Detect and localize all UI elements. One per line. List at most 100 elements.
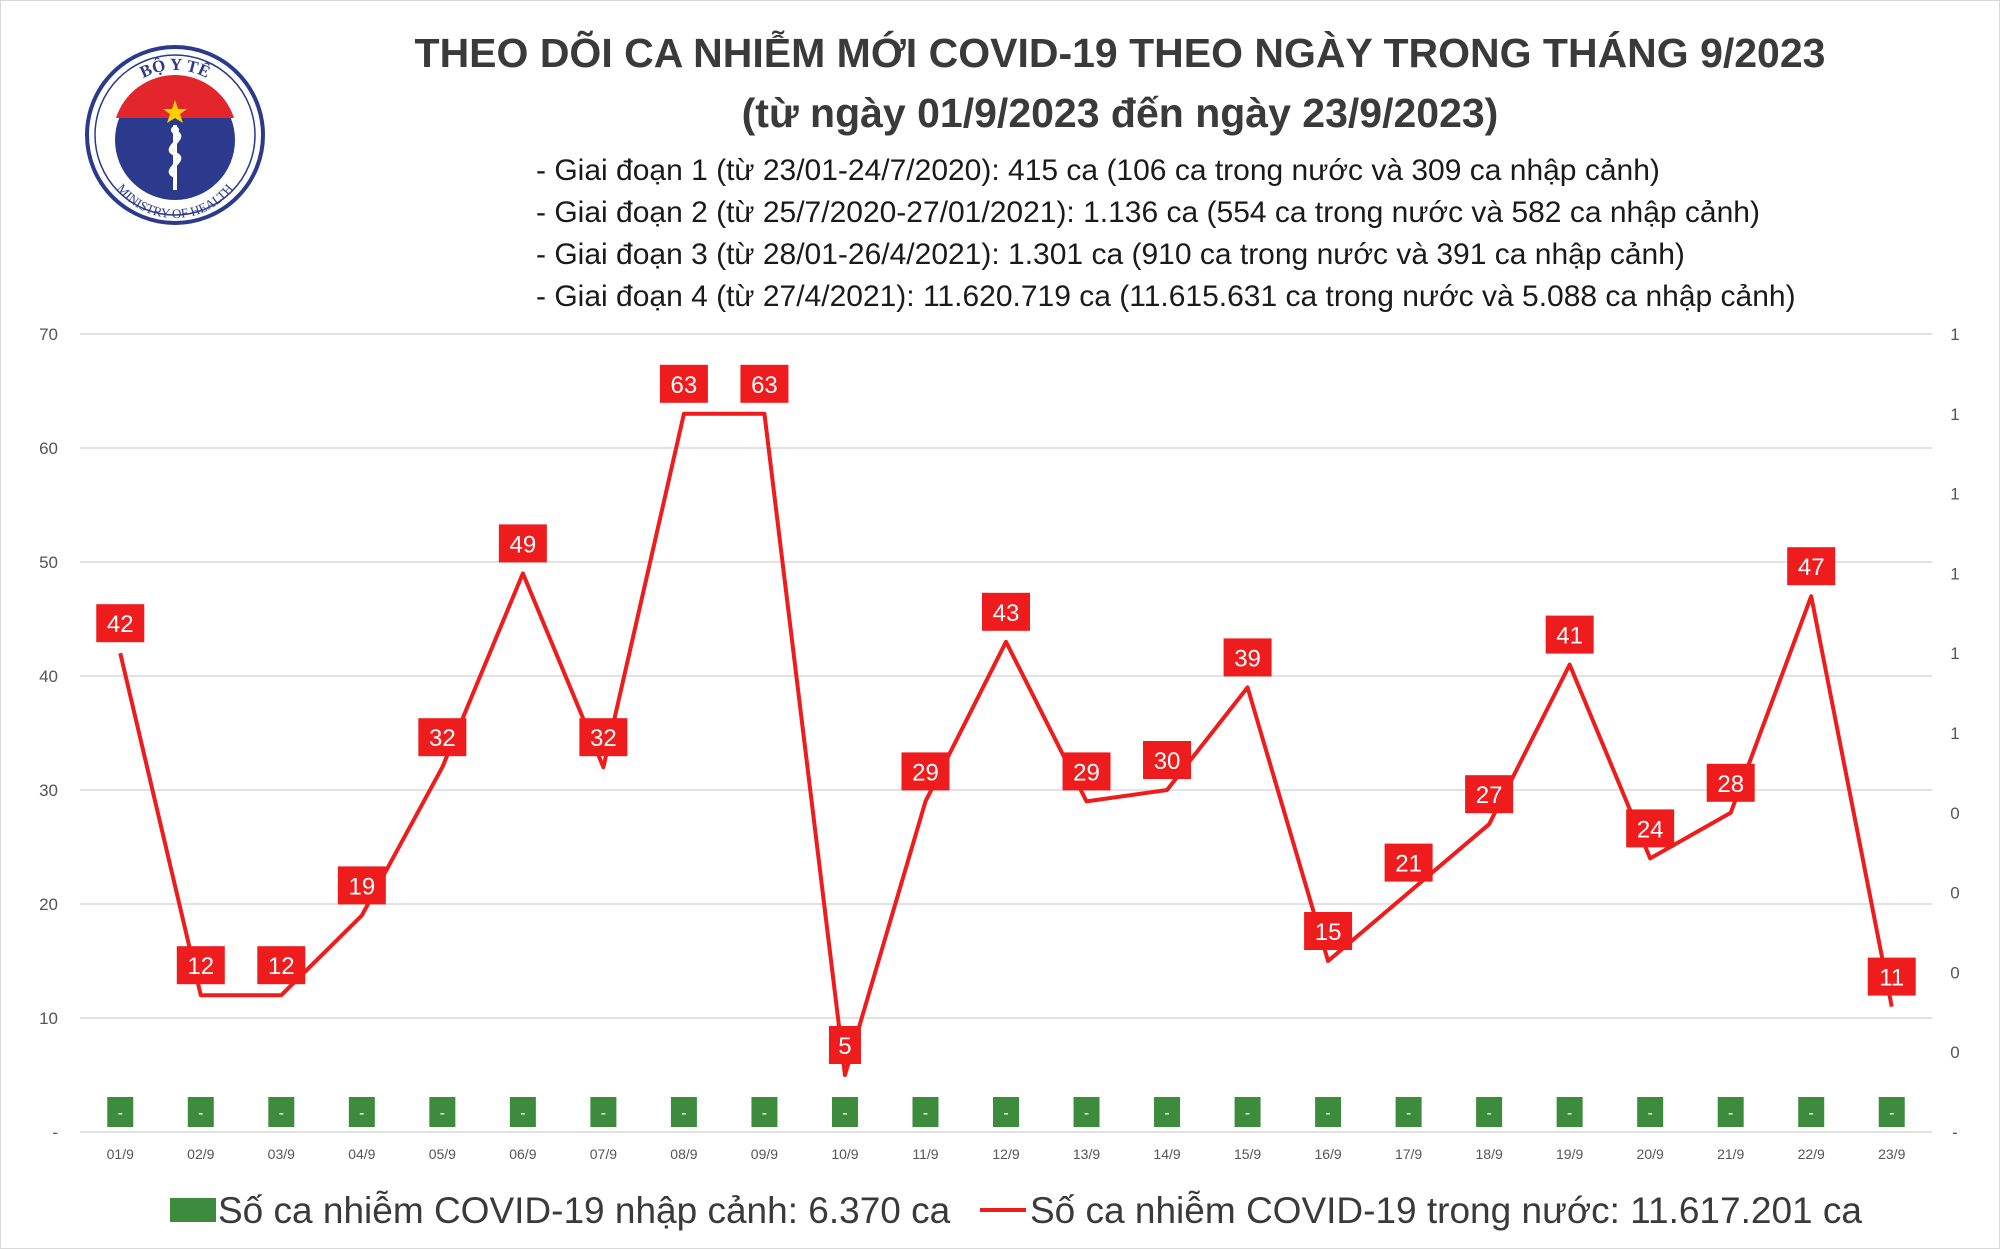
x-tick-label: 12/9 <box>992 1146 1019 1162</box>
y-left-tick-label: 60 <box>39 439 58 458</box>
domestic-data-label: 28 <box>1717 771 1744 798</box>
imported-bar-label: - <box>1486 1105 1491 1122</box>
imported-bar-label-box <box>1878 1097 1905 1127</box>
y-left-tick-label: 30 <box>39 781 58 800</box>
imported-bar-label: - <box>762 1105 767 1122</box>
x-tick-label: 18/9 <box>1476 1146 1503 1162</box>
x-tick-label: 03/9 <box>268 1146 295 1162</box>
x-tick-label: 16/9 <box>1314 1146 1341 1162</box>
imported-bar-label: - <box>1728 1105 1733 1122</box>
domestic-data-label-box <box>740 364 789 403</box>
domestic-data-label: 29 <box>1073 759 1100 786</box>
domestic-data-label: 12 <box>268 953 295 980</box>
imported-bar-label-box <box>187 1097 214 1127</box>
imported-bar-label: - <box>118 1105 123 1122</box>
x-tick-label: 13/9 <box>1073 1146 1100 1162</box>
y-right-tick-label: 1 <box>1950 564 1959 583</box>
domestic-data-label: 12 <box>187 953 214 980</box>
imported-bar-label: - <box>1245 1105 1250 1122</box>
imported-bar-label-box <box>1798 1097 1825 1127</box>
imported-bar-label-box <box>1315 1097 1342 1127</box>
imported-bar-label: - <box>842 1105 847 1122</box>
domestic-data-label: 32 <box>429 725 456 752</box>
domestic-data-label: 42 <box>107 611 134 638</box>
legend-domestic: Số ca nhiễm COVID-19 trong nước: 11.617.… <box>980 1190 1862 1232</box>
imported-bar-label-box <box>1637 1097 1664 1127</box>
domestic-data-label-box <box>1706 763 1755 802</box>
domestic-data-label: 43 <box>993 600 1020 627</box>
domestic-data-label: 49 <box>510 531 537 558</box>
stage-2: - Giai đoạn 2 (từ 25/7/2020-27/01/2021):… <box>536 196 1760 229</box>
domestic-data-label: 5 <box>838 1033 851 1060</box>
legend-imported-swatch <box>170 1198 216 1223</box>
domestic-data-label: 39 <box>1234 645 1261 672</box>
imported-bar-label-box <box>1556 1097 1583 1127</box>
y-right-tick-label: - <box>1952 1123 1958 1142</box>
legend-domestic-swatch <box>980 1208 1026 1213</box>
imported-bar-label: - <box>1003 1105 1008 1122</box>
y-right-tick-label: 0 <box>1950 804 1959 823</box>
domestic-data-label-box <box>418 718 467 757</box>
domestic-series-line <box>118 411 1894 1077</box>
x-tick-label: 20/9 <box>1637 1146 1664 1162</box>
y-right-tick-label: 0 <box>1950 963 1959 982</box>
x-tick-label: 04/9 <box>348 1146 375 1162</box>
y-left-tick-label: - <box>52 1123 58 1142</box>
domestic-data-label: 63 <box>751 372 778 399</box>
domestic-data-label-box <box>1867 957 1916 996</box>
imported-bar-label: - <box>279 1105 284 1122</box>
domestic-data-label: 41 <box>1556 623 1583 650</box>
x-tick-label: 23/9 <box>1878 1146 1905 1162</box>
domestic-data-label-box <box>96 604 145 643</box>
domestic-data-label-box <box>1304 912 1353 950</box>
legend-domestic-label: Số ca nhiễm COVID-19 trong nước: 11.617.… <box>1030 1190 1862 1231</box>
imported-bar-label-box <box>993 1097 1019 1127</box>
y-left-tick-label: 70 <box>39 325 58 344</box>
imported-bar-label: - <box>601 1105 606 1122</box>
imported-bar-label: - <box>923 1105 928 1122</box>
imported-bar-label-box <box>1395 1097 1422 1127</box>
domestic-data-label-box <box>1626 809 1675 848</box>
imported-bar-label-box <box>1073 1097 1100 1127</box>
domestic-data-label-box <box>659 364 708 403</box>
imported-bar-label-box <box>348 1097 375 1127</box>
domestic-data-label-box <box>828 1026 861 1064</box>
x-tick-label: 08/9 <box>670 1146 697 1162</box>
imported-bar-label-box <box>751 1097 778 1127</box>
domestic-data-label-box <box>1223 638 1272 677</box>
domestic-data-label-box <box>1384 843 1433 882</box>
imported-bar-label-box <box>912 1097 939 1127</box>
domestic-data-label-box <box>257 946 306 985</box>
legend-imported-label: Số ca nhiễm COVID-19 nhập cảnh: 6.370 ca <box>218 1190 951 1231</box>
domestic-data-label: 15 <box>1315 919 1342 946</box>
legend-imported: Số ca nhiễm COVID-19 nhập cảnh: 6.370 ca <box>170 1190 950 1232</box>
x-tick-label: 10/9 <box>831 1146 858 1162</box>
imported-bar-label: - <box>1809 1105 1814 1122</box>
y-right-tick-label: 1 <box>1950 644 1959 663</box>
y-right-tick-label: 0 <box>1950 1043 1959 1062</box>
domestic-data-label: 47 <box>1798 554 1825 581</box>
y-left-tick-label: 20 <box>39 895 58 914</box>
y-left-tick-label: 50 <box>39 553 58 572</box>
chart-subtitle: (từ ngày 01/9/2023 đến ngày 23/9/2023) <box>741 90 1499 136</box>
imported-bar-label-box <box>670 1097 697 1127</box>
stage-1: - Giai đoạn 1 (từ 23/01-24/7/2020): 415 … <box>536 154 1660 187</box>
domestic-data-label: 32 <box>590 725 617 752</box>
domestic-data-label: 24 <box>1637 816 1664 843</box>
y-right-tick-label: 1 <box>1950 485 1959 504</box>
x-tick-label: 02/9 <box>187 1146 214 1162</box>
y-left-tick-label: 10 <box>39 1009 58 1028</box>
chart-title: THEO DÕI CA NHIỄM MỚI COVID-19 THEO NGÀY… <box>414 30 1826 76</box>
imported-bar-label-box <box>1476 1097 1503 1127</box>
imported-bar-label: - <box>1164 1105 1169 1122</box>
imported-bar-label: - <box>1567 1105 1572 1122</box>
domestic-data-label-box <box>337 866 386 905</box>
imported-bar-label-box <box>590 1097 617 1127</box>
x-tick-label: 19/9 <box>1556 1146 1583 1162</box>
domestic-data-label: 19 <box>348 873 375 900</box>
y-right-tick-label: 1 <box>1950 325 1959 344</box>
domestic-data-label: 11 <box>1879 965 1904 992</box>
y-right-tick-label: 0 <box>1950 884 1959 903</box>
x-tick-label: 07/9 <box>590 1146 617 1162</box>
